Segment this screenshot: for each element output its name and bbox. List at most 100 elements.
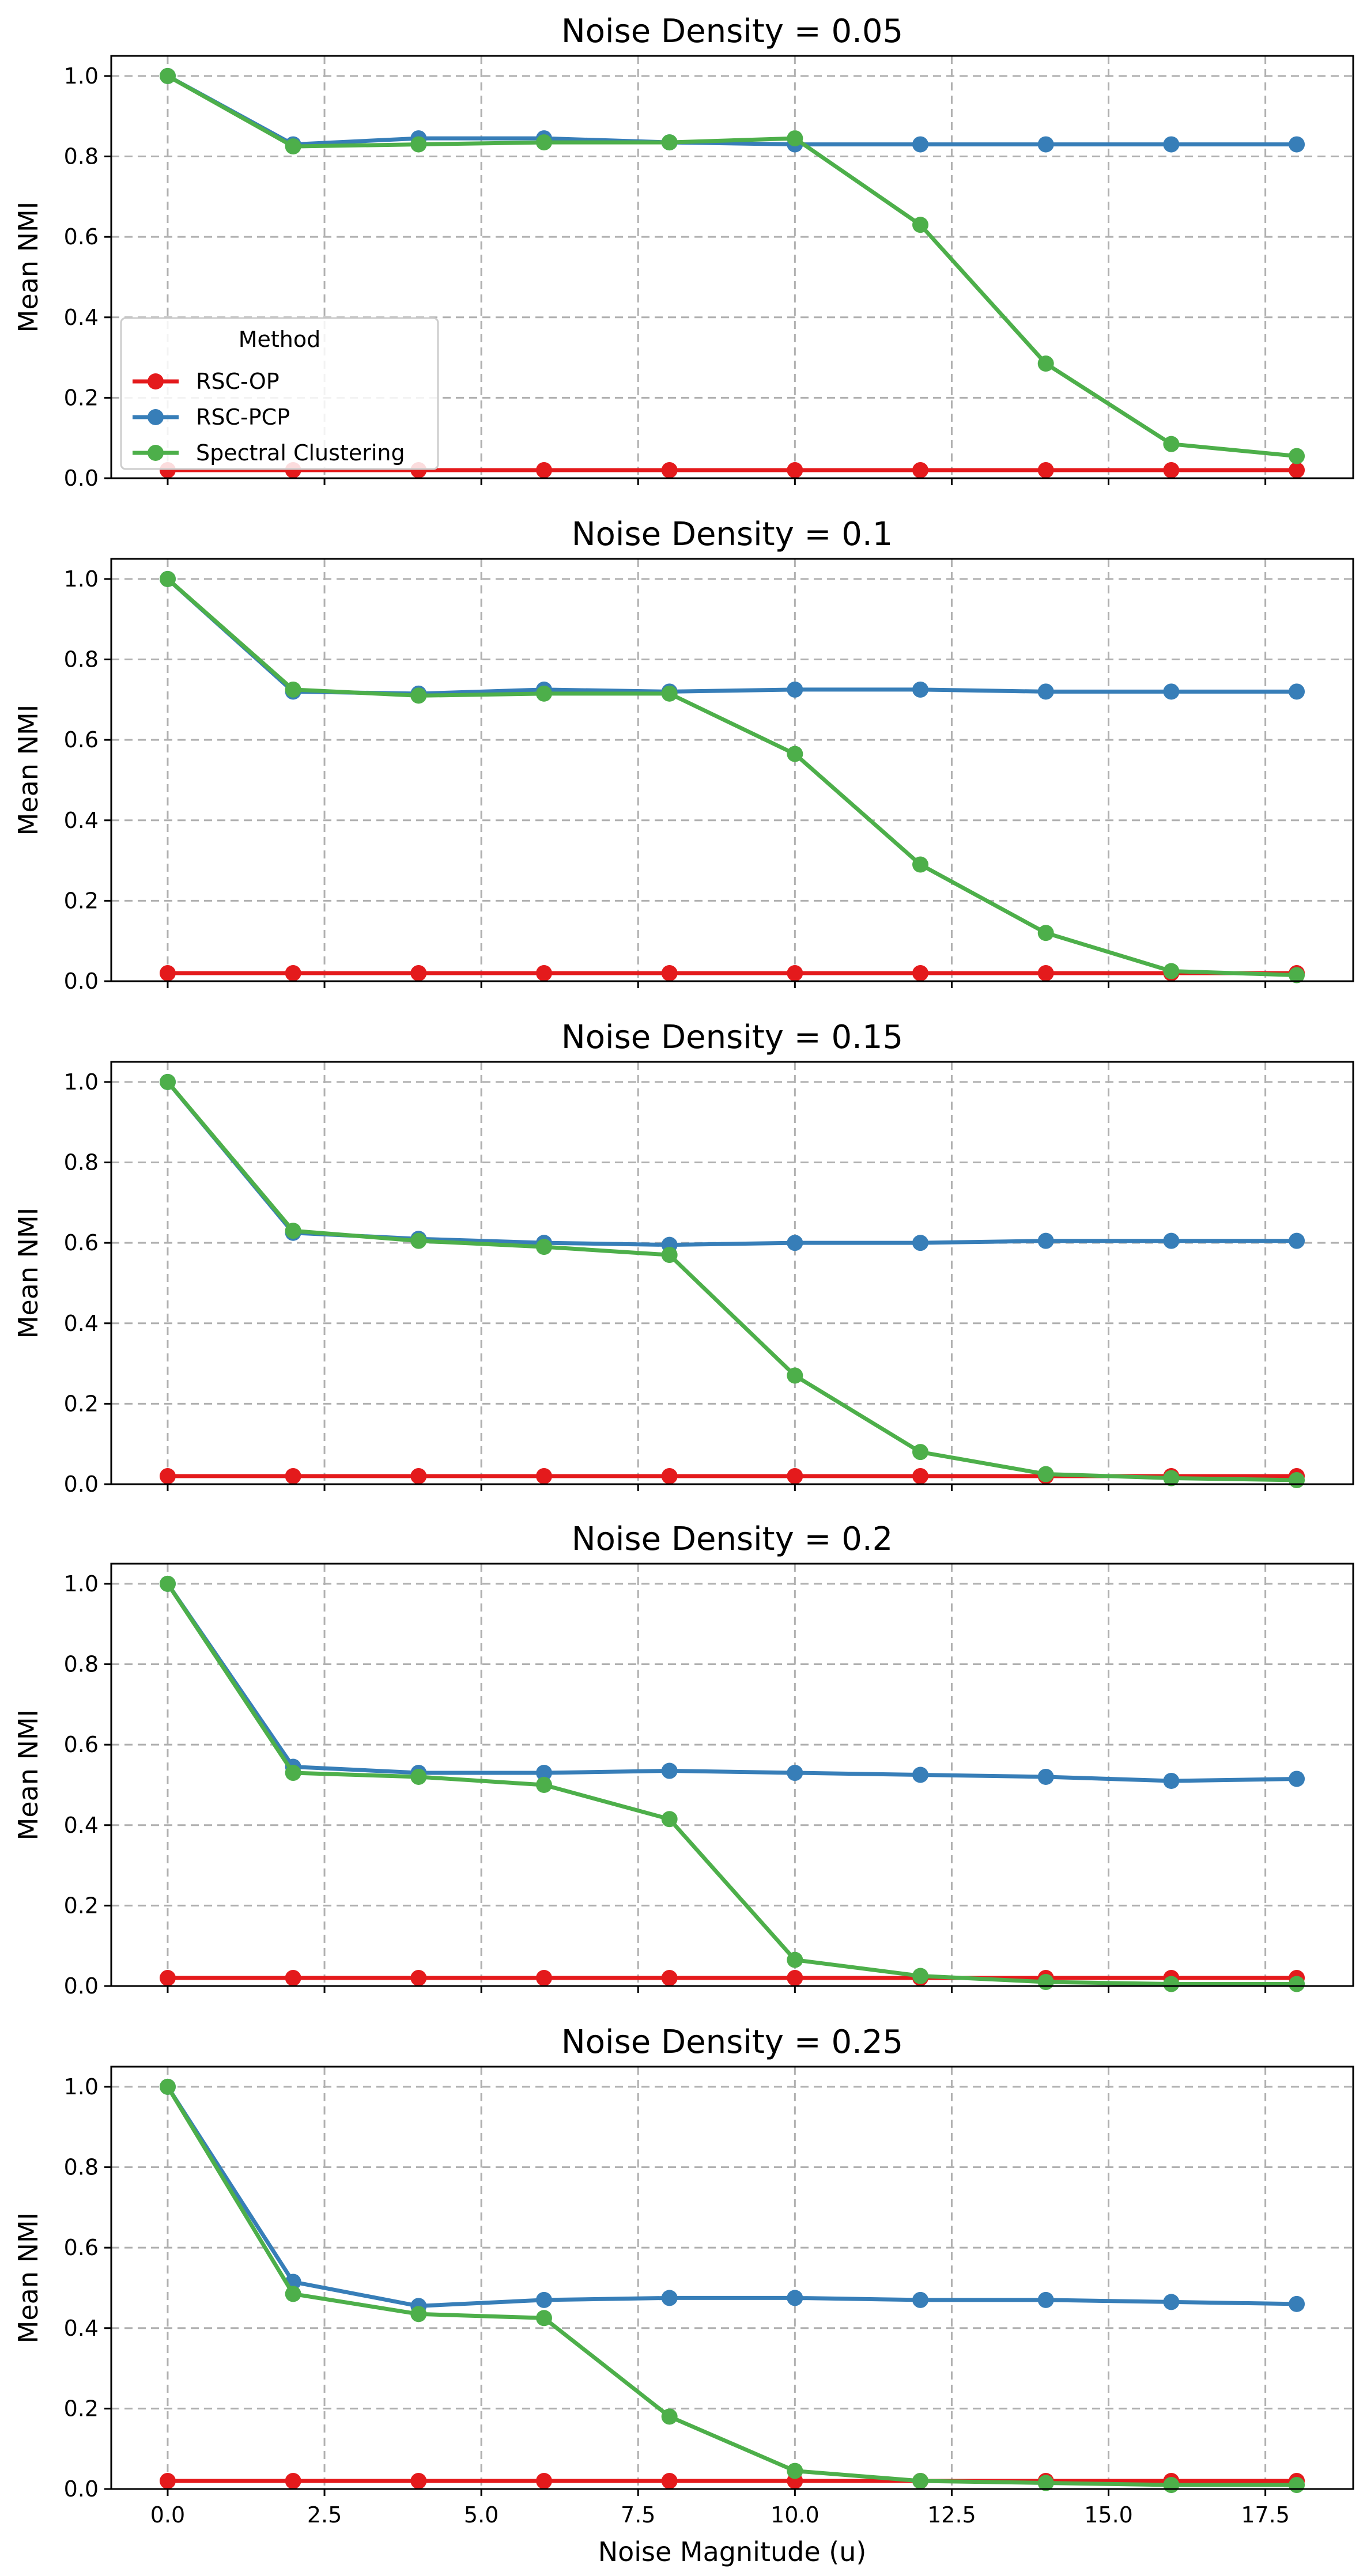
y-tick-label: 0.4 — [64, 1311, 99, 1336]
data-point — [535, 1468, 552, 1485]
data-point — [661, 2408, 678, 2425]
data-point — [1037, 355, 1054, 372]
series-rsc-pcp — [159, 570, 1305, 702]
series-rsc-pcp — [159, 2078, 1305, 2314]
legend-marker — [148, 373, 164, 389]
data-point — [661, 1970, 678, 1987]
data-point — [1289, 967, 1305, 984]
y-tick-label: 0.4 — [64, 1813, 99, 1838]
y-tick-label: 0.8 — [64, 1652, 99, 1677]
data-point — [787, 1951, 803, 1968]
y-tick-label: 0.4 — [64, 2316, 99, 2341]
subplot-title: Noise Density = 0.05 — [561, 13, 903, 50]
y-tick-label: 0.6 — [64, 727, 99, 752]
data-point — [1289, 1976, 1305, 1992]
data-point — [285, 138, 301, 155]
data-point — [535, 2310, 552, 2327]
data-point — [410, 1468, 427, 1485]
data-point — [535, 1239, 552, 1255]
y-tick-label: 0.2 — [64, 1893, 99, 1918]
data-point — [912, 217, 929, 233]
y-axis-label: Mean NMI — [13, 1709, 44, 1841]
data-point — [1037, 462, 1054, 479]
x-tick-label: 7.5 — [621, 2502, 655, 2528]
data-point — [1289, 683, 1305, 700]
subplot-5: 0.0 0.2 0.4 0.6 0.8 1.0 0.0 2.5 5.0 7.5 10.0 12.5 15… — [13, 2023, 1354, 2567]
y-tick-label: 0.0 — [64, 466, 99, 491]
y-tick-label: 0.8 — [64, 144, 99, 169]
data-point — [159, 1468, 176, 1485]
series-line — [167, 74, 1297, 147]
legend-title: Method — [239, 327, 321, 352]
data-point — [159, 1575, 176, 1592]
x-tick-label: 2.5 — [307, 2502, 342, 2528]
data-point — [1289, 1472, 1305, 1489]
y-tick-label: 0.0 — [64, 969, 99, 994]
data-point — [1037, 965, 1054, 982]
series-rsc-op — [159, 2473, 1305, 2490]
data-point — [535, 134, 552, 151]
data-point — [661, 1247, 678, 1264]
data-point — [410, 136, 427, 153]
data-point — [661, 1762, 678, 1779]
data-point — [410, 2473, 427, 2490]
data-point — [787, 2462, 803, 2479]
data-point — [912, 136, 929, 153]
data-point — [661, 462, 678, 479]
data-point — [661, 2473, 678, 2490]
y-tick-label: 0.8 — [64, 1150, 99, 1175]
data-point — [535, 2291, 552, 2308]
y-tick-label: 1.0 — [64, 63, 99, 89]
data-point — [912, 1968, 929, 1984]
y-tick-label: 1.0 — [64, 2074, 99, 2100]
data-point — [912, 1468, 929, 1485]
data-point — [787, 1765, 803, 1781]
data-point — [661, 685, 678, 702]
x-tick-label: 12.5 — [927, 2502, 976, 2528]
y-tick-label: 0.2 — [64, 2396, 99, 2421]
x-tick-label: 15.0 — [1084, 2502, 1133, 2528]
y-tick-label: 0.4 — [64, 305, 99, 330]
subplot-title: Noise Density = 0.25 — [561, 2023, 903, 2061]
data-point — [661, 965, 678, 982]
data-point — [1163, 136, 1180, 153]
axes-frame — [110, 55, 1354, 479]
x-tick-label: 5.0 — [464, 2502, 499, 2528]
data-point — [1289, 2477, 1305, 2494]
legend-item: RSC-OP — [133, 369, 280, 394]
subplot-2: 0.0 0.2 0.4 0.6 0.8 1.0 Noise Density = 0.1 Mea… — [13, 516, 1354, 994]
subplot-title: Noise Density = 0.2 — [572, 1520, 893, 1558]
data-point — [1037, 2291, 1054, 2308]
data-point — [285, 1223, 301, 1239]
data-point — [1037, 1466, 1054, 1482]
data-point — [285, 2473, 301, 2490]
data-point — [787, 1235, 803, 1251]
data-point — [912, 856, 929, 873]
data-point — [285, 681, 301, 698]
series-line — [166, 1582, 1297, 1783]
data-point — [1037, 1232, 1054, 1249]
series-spectral-clustering — [159, 2078, 1305, 2494]
data-point — [912, 965, 929, 982]
data-point — [410, 1768, 427, 1785]
data-point — [912, 2291, 929, 2308]
data-point — [285, 1970, 301, 1987]
y-tick-label: 0.0 — [64, 2476, 99, 2502]
legend-label: RSC-OP — [196, 369, 280, 394]
data-point — [1163, 2294, 1180, 2310]
x-tick-label: 10.0 — [771, 2502, 820, 2528]
subplot-4: 0.0 0.2 0.4 0.6 0.8 1.0 Noise Density = 0.2 Mea… — [13, 1520, 1354, 1999]
data-point — [159, 67, 176, 84]
data-point — [159, 1970, 176, 1987]
data-point — [1163, 1772, 1180, 1789]
series-line — [166, 577, 1297, 696]
series-rsc-pcp — [159, 1073, 1305, 1253]
y-tick-label: 1.0 — [64, 566, 99, 592]
data-point — [912, 1444, 929, 1461]
data-point — [410, 965, 427, 982]
data-point — [1163, 1470, 1180, 1486]
data-point — [535, 1765, 552, 1781]
y-axis-label: Mean NMI — [13, 2212, 44, 2344]
data-point — [787, 2290, 803, 2306]
data-point — [1163, 2477, 1180, 2494]
